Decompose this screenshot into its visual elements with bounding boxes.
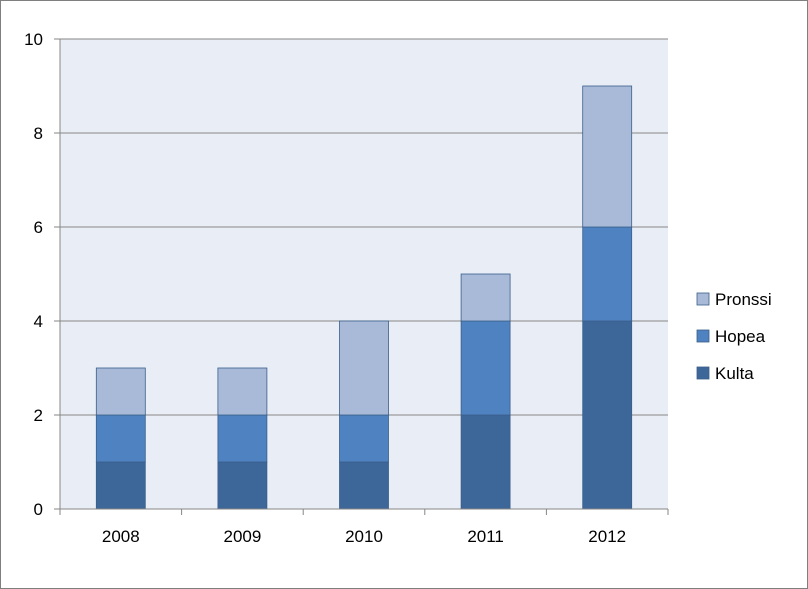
legend-label: Pronssi <box>715 290 772 309</box>
y-tick-label: 10 <box>24 30 43 49</box>
legend-label: Kulta <box>715 364 754 383</box>
y-tick-label: 6 <box>34 218 43 237</box>
legend-swatch <box>696 292 710 306</box>
x-tick-label: 2012 <box>588 527 626 546</box>
bar-hopea-2012 <box>582 226 633 322</box>
bar-pronssi-2008 <box>95 367 146 416</box>
bar-pronssi-2009 <box>217 367 268 416</box>
y-tick-labels: 0 2 4 6 8 10 <box>24 30 43 519</box>
y-tick-label: 2 <box>34 406 43 425</box>
y-tick-label: 4 <box>34 312 43 331</box>
legend-swatch <box>696 366 710 380</box>
bar-kulta-2011 <box>460 414 511 510</box>
x-tick-label: 2008 <box>102 527 140 546</box>
legend-item-pronssi: Pronssi <box>696 290 772 309</box>
bar-pronssi-2012 <box>582 85 633 228</box>
bar-hopea-2011 <box>460 320 511 416</box>
bar-pronssi-2010 <box>339 320 389 416</box>
bars <box>95 85 633 510</box>
bar-kulta-2012 <box>582 320 633 510</box>
legend-item-hopea: Hopea <box>696 327 766 346</box>
y-tick-label: 8 <box>34 124 43 143</box>
bar-hopea-2008 <box>95 414 146 463</box>
y-tick-label: 0 <box>34 500 43 519</box>
bar-kulta-2008 <box>95 461 146 510</box>
legend-swatch <box>696 329 710 343</box>
x-tick-label: 2009 <box>223 527 261 546</box>
legend: Pronssi Hopea Kulta <box>696 290 772 383</box>
legend-item-kulta: Kulta <box>696 364 754 383</box>
legend-label: Hopea <box>715 327 766 346</box>
bar-kulta-2009 <box>217 461 268 510</box>
bar-pronssi-2011 <box>460 273 511 322</box>
bar-hopea-2010 <box>339 414 389 463</box>
bar-hopea-2009 <box>217 414 268 463</box>
x-tick-label: 2010 <box>345 527 383 546</box>
x-tick-labels: 2008 2009 2010 2011 2012 <box>102 527 626 546</box>
axes <box>54 38 669 515</box>
bar-kulta-2010 <box>339 461 389 510</box>
x-tick-label: 2011 <box>467 527 504 546</box>
